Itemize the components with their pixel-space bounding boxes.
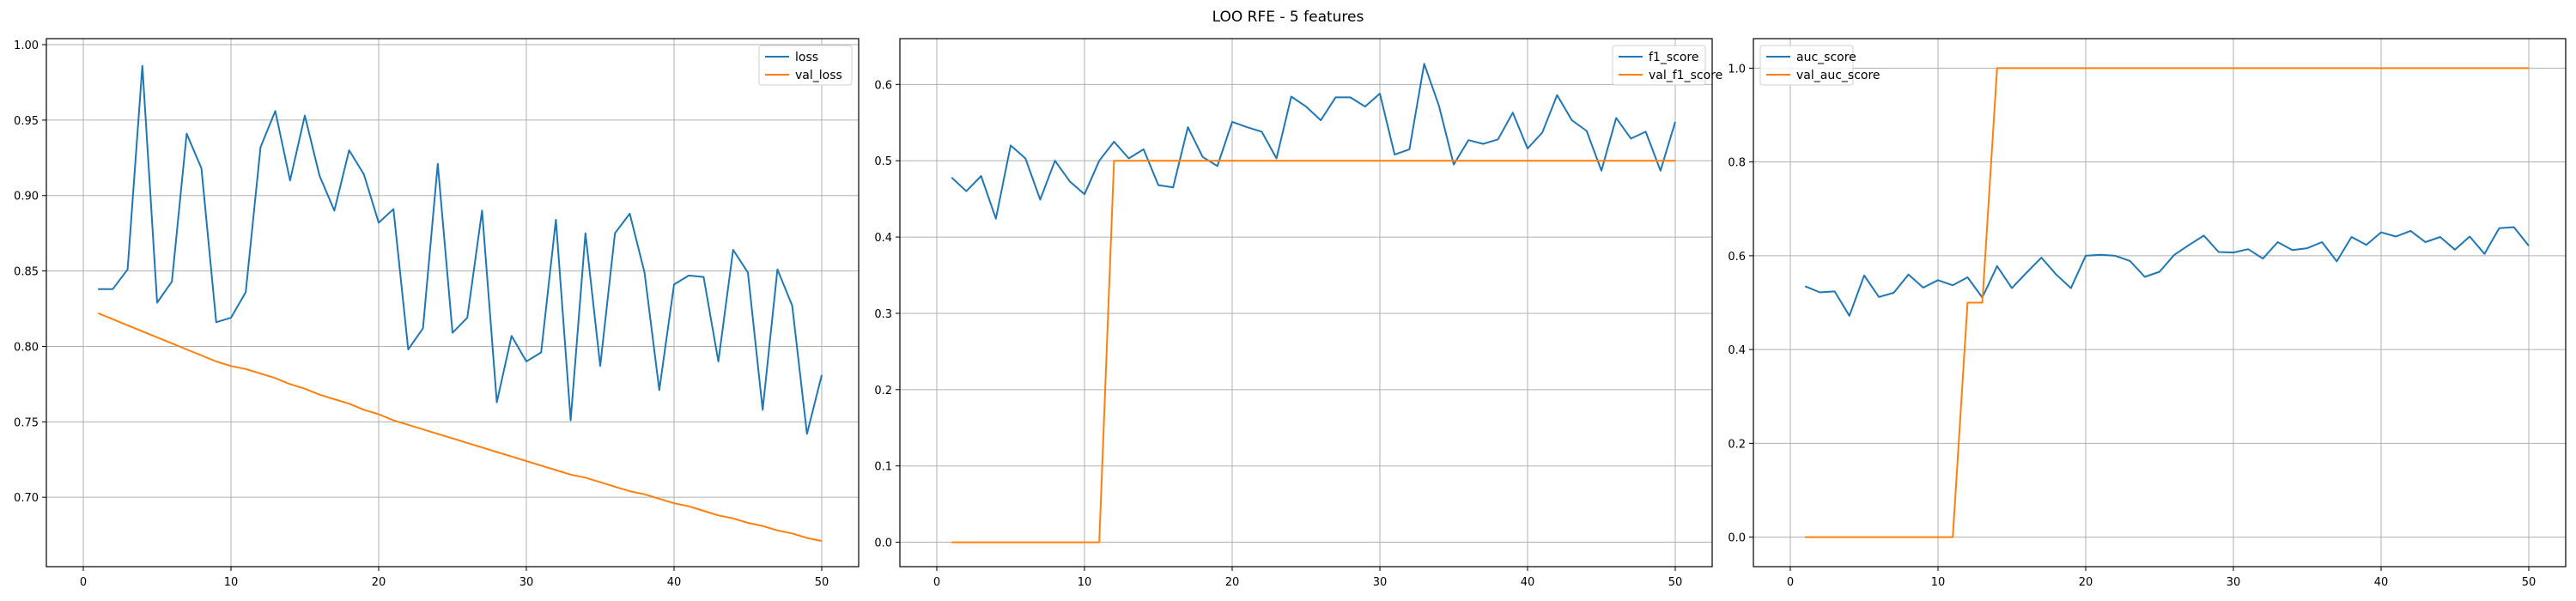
y-tick-label: 0.0 <box>874 537 892 550</box>
x-tick-label: 50 <box>815 576 829 589</box>
x-tick-label: 30 <box>519 576 534 589</box>
x-tick-label: 10 <box>1931 576 1946 589</box>
y-tick-label: 0.8 <box>1728 157 1746 170</box>
y-tick-label: 0.85 <box>14 266 39 279</box>
legend-label: auc_score <box>1796 51 1856 64</box>
y-tick-label: 0.90 <box>14 191 39 203</box>
series-line-val-auc-score <box>1805 67 2529 538</box>
y-tick-label: 0.5 <box>874 155 892 168</box>
x-tick-label: 30 <box>1373 576 1388 589</box>
y-tick-label: 0.0 <box>1728 532 1746 545</box>
y-tick-label: 0.6 <box>874 79 892 92</box>
axes-frame <box>899 38 1713 568</box>
x-tick-label: 20 <box>372 576 386 589</box>
y-tick-label: 0.4 <box>874 232 892 245</box>
x-tick-label: 40 <box>1521 576 1535 589</box>
legend-label: val_auc_score <box>1796 69 1880 82</box>
subplot-3: 0 10 20 30 40 50 0.0 0.2 0.4 0.6 0.8 1.0 auc_scoreva… <box>1728 38 2567 589</box>
axes-frame <box>1753 38 2567 568</box>
legend-label: loss <box>795 51 818 64</box>
x-tick-label: 10 <box>224 576 239 589</box>
x-tick-label: 50 <box>1668 576 1683 589</box>
y-tick-label: 0.4 <box>1728 344 1746 357</box>
legend: auc_score val_auc_score <box>1759 45 1880 86</box>
legend-label: val_loss <box>795 69 842 82</box>
legend: f1_score val_f1_score <box>1612 45 1722 86</box>
legend-label: val_f1_score <box>1649 69 1722 82</box>
y-tick-label: 0.1 <box>874 461 892 474</box>
x-tick-label: 10 <box>1078 576 1092 589</box>
y-tick-label: 0.2 <box>874 385 892 398</box>
x-tick-label: 0 <box>933 576 940 589</box>
legend: loss val_loss <box>758 45 853 86</box>
y-tick-label: 0.70 <box>14 492 39 505</box>
series-line-val-loss <box>97 312 823 543</box>
figure-title: LOO RFE - 5 features <box>1212 9 1364 26</box>
y-tick-label: 0.95 <box>14 115 39 128</box>
x-tick-label: 20 <box>2079 576 2093 589</box>
y-tick-label: 0.3 <box>874 308 892 321</box>
series-line-f1-score <box>951 63 1676 220</box>
series-line-val-f1-score <box>951 160 1675 543</box>
y-tick-label: 1.00 <box>14 39 39 52</box>
y-tick-label: 0.75 <box>14 416 39 429</box>
subplot-2: 0 10 20 30 40 50 0.0 0.1 0.2 0.3 0.4 0.5 0.6 f1_score… <box>874 38 1722 589</box>
series-line-auc-score <box>1804 226 2530 317</box>
x-tick-label: 0 <box>80 576 87 589</box>
legend-label: f1_score <box>1649 51 1698 64</box>
y-tick-label: 0.80 <box>14 341 39 354</box>
x-tick-label: 50 <box>2522 576 2537 589</box>
subplot-1: 0 10 20 30 40 50 0.70 0.75 0.80 0.85 0.90 0.95 1.00 l… <box>14 38 860 589</box>
x-tick-label: 30 <box>2227 576 2241 589</box>
x-tick-label: 40 <box>667 576 682 589</box>
x-tick-label: 20 <box>1225 576 1240 589</box>
y-tick-label: 1.0 <box>1728 63 1746 76</box>
series-line-loss <box>98 64 823 435</box>
x-tick-label: 40 <box>2374 576 2389 589</box>
axes-frame <box>46 38 860 568</box>
y-tick-label: 0.6 <box>1728 251 1746 264</box>
x-tick-label: 0 <box>1787 576 1794 589</box>
y-tick-label: 0.2 <box>1728 438 1746 451</box>
